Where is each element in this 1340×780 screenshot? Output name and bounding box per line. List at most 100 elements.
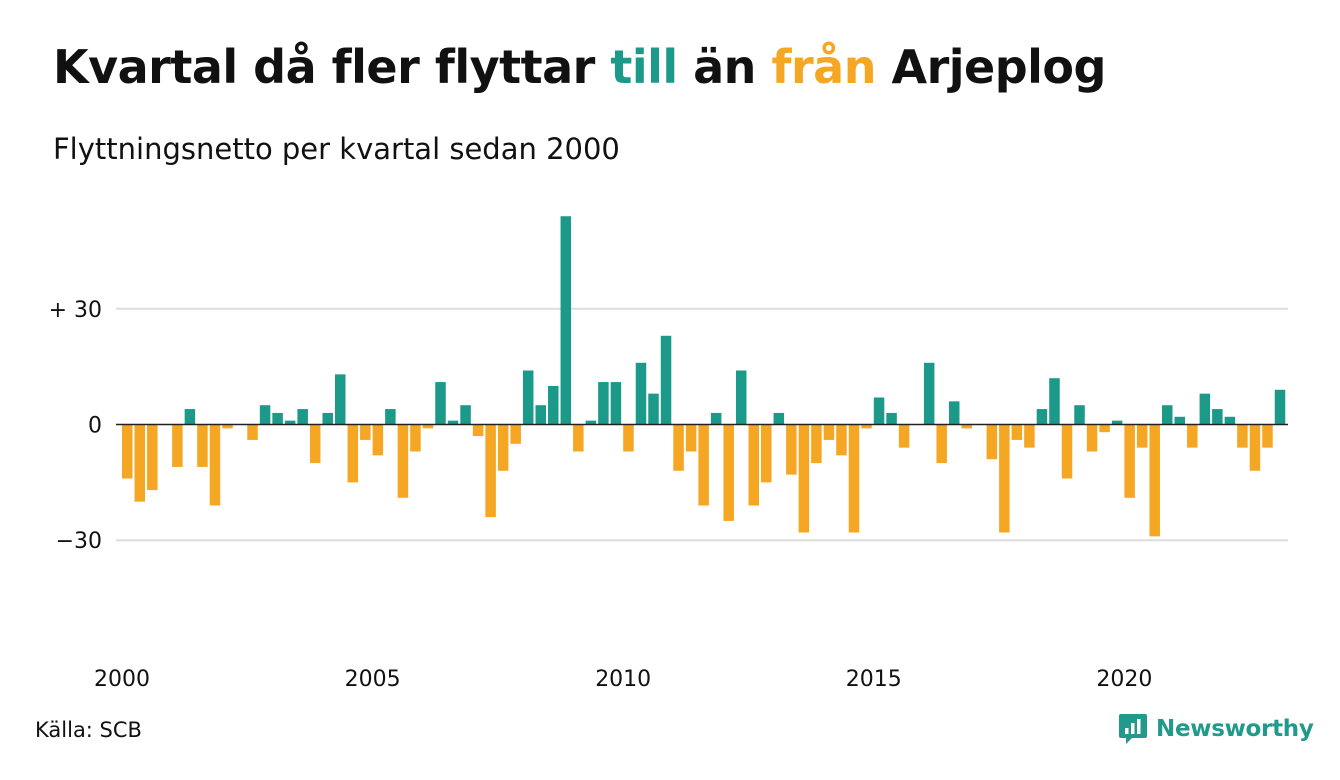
bar: 2000 Q2: -20 (134, 424, 146, 502)
bar: 2001 Q1: -11 (172, 424, 183, 467)
bar: 2018 Q4: -14 (1061, 424, 1073, 479)
bar: 2012 Q4: -15 (761, 424, 772, 483)
bar: 2016 Q2: -10 (936, 424, 947, 464)
bar: 2019 Q4: 1 (1111, 420, 1123, 425)
bar: 2015 Q3: -6 (898, 424, 910, 448)
x-tick-label: 2020 (1096, 667, 1152, 692)
bar: 2014 Q4: -1 (861, 424, 872, 429)
bar: 2000 Q3: -17 (147, 424, 158, 491)
bar: 2020 Q1: -19 (1124, 424, 1135, 498)
bar: 2017 Q4: -4 (1011, 424, 1023, 440)
bar: 2019 Q2: -7 (1086, 424, 1098, 452)
bar: 2008 Q4: 54 (560, 216, 572, 425)
bar: 2018 Q3: 12 (1049, 378, 1060, 425)
source-label: Källa: SCB (35, 718, 142, 742)
chart-subtitle: Flyttningsnetto per kvartal sedan 2000 (53, 132, 620, 166)
bar: 2020 Q2: -6 (1136, 424, 1148, 448)
bar: 2017 Q3: -28 (999, 424, 1010, 533)
bar: 2006 Q4: 5 (460, 405, 471, 425)
x-tick-label: 2005 (345, 667, 401, 692)
bar: 2002 Q1: -1 (222, 424, 233, 429)
bar: 2001 Q2: 4 (184, 409, 196, 425)
bar: 2001 Q3: -11 (197, 424, 208, 467)
bar: 2012 Q1: -25 (723, 424, 734, 521)
bar: 2010 Q3: 8 (648, 393, 659, 425)
bar: 2010 Q4: 23 (660, 335, 672, 425)
bar: 2009 Q4: 11 (610, 382, 622, 425)
bar: 2022 Q2: -6 (1237, 424, 1248, 448)
bar: 2011 Q2: -7 (685, 424, 697, 452)
bar: 2007 Q1: -3 (472, 424, 484, 437)
bar: 2007 Q2: -24 (485, 424, 496, 518)
title-part-1: Kvartal då fler flyttar (53, 40, 611, 94)
bar: 2008 Q3: 10 (548, 385, 559, 425)
bar: 2002 Q4: 5 (259, 405, 271, 425)
bar: 2015 Q1: 7 (873, 397, 885, 425)
bar: 2009 Q1: -7 (573, 424, 584, 452)
bar: 2004 Q2: 13 (335, 374, 346, 425)
y-tick-label: −30 (56, 529, 102, 554)
bar: 2013 Q1: 3 (773, 412, 785, 425)
bar: 2005 Q1: -8 (372, 424, 384, 456)
bar: 2012 Q3: -21 (748, 424, 759, 506)
bar: 2021 Q2: -6 (1187, 424, 1198, 448)
bar: 2004 Q4: -4 (360, 424, 371, 440)
bar: 2003 Q3: 4 (297, 409, 308, 425)
bar: 2014 Q3: -28 (848, 424, 860, 533)
bar: 2007 Q3: -12 (497, 424, 509, 471)
bar: 2017 Q2: -9 (986, 424, 998, 460)
title-highlight-till: till (610, 40, 678, 94)
bar: 2010 Q1: -7 (623, 424, 634, 452)
title-highlight-fran: från (771, 40, 876, 94)
bar: 2019 Q1: 5 (1074, 405, 1085, 425)
bar: 2022 Q3: -12 (1249, 424, 1261, 471)
bar: 2018 Q2: 4 (1036, 409, 1048, 425)
bar: 2002 Q3: -4 (247, 424, 258, 440)
bar: 2011 Q4: 3 (710, 412, 722, 425)
bar: 2023 Q1: 9 (1274, 389, 1286, 425)
brand-logo: Newsworthy (1118, 712, 1314, 746)
bar: 2004 Q1: 3 (322, 412, 333, 425)
x-tick-label: 2015 (846, 667, 902, 692)
newsworthy-logo-icon (1119, 714, 1147, 744)
bar: 2021 Q4: 4 (1212, 409, 1223, 425)
bar: 2005 Q2: 4 (385, 409, 396, 425)
bar: 2003 Q4: -10 (309, 424, 321, 464)
bar: 2022 Q4: -6 (1262, 424, 1273, 448)
bar: 2009 Q3: 11 (598, 382, 609, 425)
bar: 2000 Q1: -14 (122, 424, 133, 479)
bar: 2006 Q1: -1 (422, 424, 434, 429)
bar: 2011 Q1: -12 (673, 424, 684, 471)
bar: 2006 Q3: 1 (447, 420, 459, 425)
bar: 2013 Q4: -10 (811, 424, 822, 464)
bar: 2010 Q2: 16 (635, 362, 647, 425)
bar: 2014 Q1: -4 (823, 424, 835, 440)
bar: 2015 Q2: 3 (886, 412, 897, 425)
bar: 2007 Q4: -5 (510, 424, 521, 444)
bar: 2016 Q3: 6 (948, 401, 960, 425)
x-tick-label: 2010 (595, 667, 651, 692)
bar: 2004 Q3: -15 (347, 424, 359, 483)
bar: 2003 Q2: 1 (284, 420, 296, 425)
bar: 2014 Q2: -8 (836, 424, 847, 456)
bar: 2006 Q2: 11 (435, 382, 446, 425)
bar: 2016 Q1: 16 (923, 362, 935, 425)
bar: 2012 Q2: 14 (735, 370, 747, 425)
bar: 2020 Q3: -29 (1149, 424, 1160, 537)
bar: 2019 Q3: -2 (1099, 424, 1110, 433)
bar: 2021 Q3: 8 (1199, 393, 1211, 425)
x-tick-label: 2000 (94, 667, 150, 692)
bar: 2003 Q1: 3 (272, 412, 283, 425)
bar: 2013 Q3: -28 (798, 424, 810, 533)
y-tick-label: + 30 (49, 298, 102, 323)
bar: 2011 Q3: -21 (698, 424, 709, 506)
title-part-3: än (677, 40, 772, 94)
bar: 2005 Q4: -7 (410, 424, 421, 452)
chart-title: Kvartal då fler flyttar till än från Arj… (53, 40, 1106, 94)
bar: 2009 Q2: 1 (585, 420, 597, 425)
bar: 2018 Q1: -6 (1024, 424, 1035, 448)
bar: 2005 Q3: -19 (397, 424, 409, 498)
bar: 2008 Q2: 5 (535, 405, 546, 425)
title-part-5: Arjeplog (875, 40, 1106, 94)
